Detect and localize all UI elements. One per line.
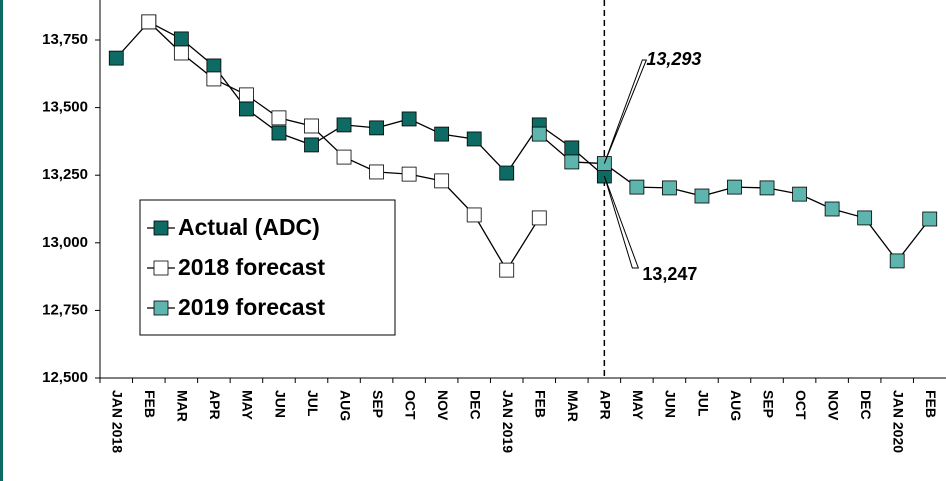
x-tick-label: OCT xyxy=(793,390,809,420)
x-tick-label: MAR xyxy=(565,390,581,422)
marker xyxy=(141,14,157,30)
x-tick-label: JUL xyxy=(305,390,321,417)
marker xyxy=(531,210,547,226)
x-tick-label: SEP xyxy=(760,390,776,418)
leader xyxy=(603,175,640,269)
marker xyxy=(271,110,287,126)
marker xyxy=(401,166,417,182)
annotation: 13,247 xyxy=(642,264,697,284)
x-tick-label: FEB xyxy=(533,390,549,418)
x-tick-label: MAR xyxy=(175,390,191,422)
x-tick-label: NOV xyxy=(435,390,451,421)
x-tick-label: JAN 2019 xyxy=(500,390,516,453)
marker xyxy=(173,45,189,61)
y-tick-label: 13,250 xyxy=(42,166,88,183)
y-tick-label: 13,750 xyxy=(42,31,88,48)
marker xyxy=(239,87,254,103)
marker xyxy=(727,179,742,195)
marker xyxy=(304,137,319,153)
marker xyxy=(336,117,352,133)
y-tick-label: 12,750 xyxy=(42,301,88,318)
legend-box xyxy=(139,199,396,336)
legend-marker xyxy=(153,300,169,316)
side-bar xyxy=(0,0,3,481)
marker xyxy=(336,149,352,165)
marker xyxy=(792,186,807,202)
marker xyxy=(629,179,645,195)
annotation: 13,293 xyxy=(646,49,701,69)
marker xyxy=(889,253,905,269)
marker xyxy=(499,165,515,181)
marker xyxy=(304,118,319,134)
x-tick-label: MAY xyxy=(240,390,256,420)
marker xyxy=(922,211,938,227)
x-tick-label: FEB xyxy=(923,390,939,418)
y-tick-label: 13,500 xyxy=(42,99,88,116)
x-tick-label: JUN xyxy=(272,390,288,418)
x-tick-label: MAY xyxy=(630,390,646,420)
x-tick-label: AUG xyxy=(728,390,744,421)
marker xyxy=(564,140,580,156)
marker xyxy=(173,31,189,47)
marker xyxy=(239,101,254,117)
marker xyxy=(401,111,417,127)
x-tick-label: APR xyxy=(598,390,614,420)
x-tick-label: JUL xyxy=(695,390,711,417)
x-tick-label: JAN 2020 xyxy=(890,390,906,453)
x-tick-label: OCT xyxy=(402,390,418,420)
marker xyxy=(369,120,384,136)
x-tick-label: SEP xyxy=(370,390,386,418)
marker xyxy=(206,71,222,87)
marker xyxy=(759,180,775,196)
marker xyxy=(271,125,287,141)
marker xyxy=(531,126,547,142)
marker xyxy=(824,201,840,217)
marker xyxy=(662,180,677,196)
marker xyxy=(466,131,482,147)
marker xyxy=(694,188,710,204)
legend-label: Actual (ADC) xyxy=(178,214,320,240)
x-tick-label: DEC xyxy=(858,390,874,420)
x-tick-label: JUN xyxy=(663,390,679,418)
legend-label: 2019 forecast xyxy=(178,294,325,320)
x-tick-label: JAN 2018 xyxy=(110,390,126,453)
marker xyxy=(434,126,450,142)
legend-marker xyxy=(153,260,169,276)
marker xyxy=(369,164,384,180)
marker xyxy=(206,58,222,74)
x-tick-label: AUG xyxy=(337,390,353,421)
x-tick-label: APR xyxy=(207,390,223,420)
series-line xyxy=(538,133,931,262)
leader xyxy=(603,59,648,164)
marker xyxy=(857,210,873,226)
x-tick-label: NOV xyxy=(825,390,841,421)
legend-marker xyxy=(153,220,169,236)
y-tick-label: 13,000 xyxy=(42,234,88,251)
legend-label: 2018 forecast xyxy=(178,254,325,280)
marker xyxy=(434,173,450,189)
y-tick-label: 12,500 xyxy=(42,369,88,386)
marker xyxy=(108,50,124,66)
marker xyxy=(564,154,580,170)
x-tick-label: FEB xyxy=(142,390,158,418)
marker xyxy=(499,262,515,278)
marker xyxy=(466,207,482,223)
series-line xyxy=(115,21,605,177)
x-tick-label: DEC xyxy=(467,390,483,420)
